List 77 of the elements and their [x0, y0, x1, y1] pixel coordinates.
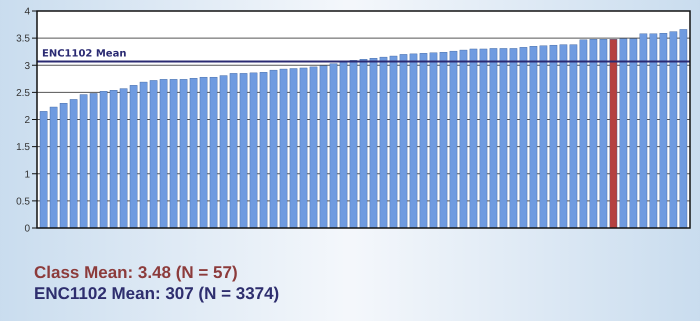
bar [620, 38, 628, 228]
bar [340, 62, 348, 228]
bar [260, 72, 268, 228]
bar [130, 85, 138, 228]
y-tick-label: 0 [24, 224, 30, 234]
bar [380, 56, 388, 228]
bar [180, 79, 188, 228]
y-tick-label: 1 [24, 169, 30, 180]
bar [680, 29, 688, 228]
bar [100, 91, 108, 228]
bar [230, 73, 238, 228]
text: Class Mean: 3.48 (N = 57) [34, 263, 238, 282]
bar [210, 76, 218, 228]
bar [430, 52, 438, 228]
bar [270, 70, 278, 228]
bar [50, 106, 58, 228]
bar [370, 58, 378, 228]
bar [300, 68, 308, 228]
bar [320, 66, 328, 228]
bar [600, 39, 608, 228]
bar [580, 40, 588, 228]
bar [310, 66, 318, 228]
bar [550, 44, 558, 228]
bar [360, 59, 368, 228]
text: ENC1102 Mean: 307 (N = 3374) [34, 284, 280, 303]
y-tick-label: 3.5 [16, 34, 30, 45]
bar [490, 48, 498, 228]
bar [240, 73, 248, 228]
bar [110, 90, 118, 228]
bar [190, 78, 198, 228]
bar [460, 50, 468, 228]
bar [120, 88, 128, 228]
bar [350, 60, 358, 228]
bar [330, 63, 338, 228]
bar [390, 56, 398, 228]
bar [450, 50, 458, 228]
bar [520, 47, 528, 228]
bar [530, 46, 538, 228]
y-tick-label: 0.5 [16, 196, 30, 208]
bar [40, 111, 48, 228]
bar [480, 48, 488, 228]
bar [500, 48, 508, 228]
bar [150, 80, 158, 228]
bar [170, 79, 178, 228]
bar [630, 38, 638, 228]
y-tick-label: 1.5 [16, 142, 30, 154]
bar [470, 48, 478, 228]
bar [440, 52, 448, 228]
bar [70, 99, 78, 228]
bar [220, 75, 228, 228]
bar [640, 34, 648, 228]
bar [250, 72, 258, 228]
bar [290, 68, 298, 228]
y-tick-label: 2.5 [16, 88, 30, 99]
ref-line-label: ENC1102 Mean [42, 48, 126, 60]
bar [660, 33, 668, 228]
bar [140, 82, 148, 228]
bar [80, 94, 88, 228]
y-tick-label: 4 [24, 6, 30, 18]
bar [160, 79, 168, 228]
bar [420, 53, 428, 228]
bar [60, 103, 68, 228]
y-tick-label: 2 [24, 115, 30, 126]
bar [650, 34, 658, 228]
bar [400, 54, 408, 228]
bar [510, 48, 518, 228]
bar [540, 46, 548, 228]
bar [570, 44, 578, 228]
bar [590, 39, 598, 228]
y-tick-label: 3 [24, 60, 30, 72]
bar [280, 68, 288, 228]
bar [670, 31, 678, 228]
bar [560, 44, 568, 228]
bar [90, 93, 98, 228]
bar [610, 39, 618, 228]
bar [410, 54, 418, 228]
bar [200, 76, 208, 228]
